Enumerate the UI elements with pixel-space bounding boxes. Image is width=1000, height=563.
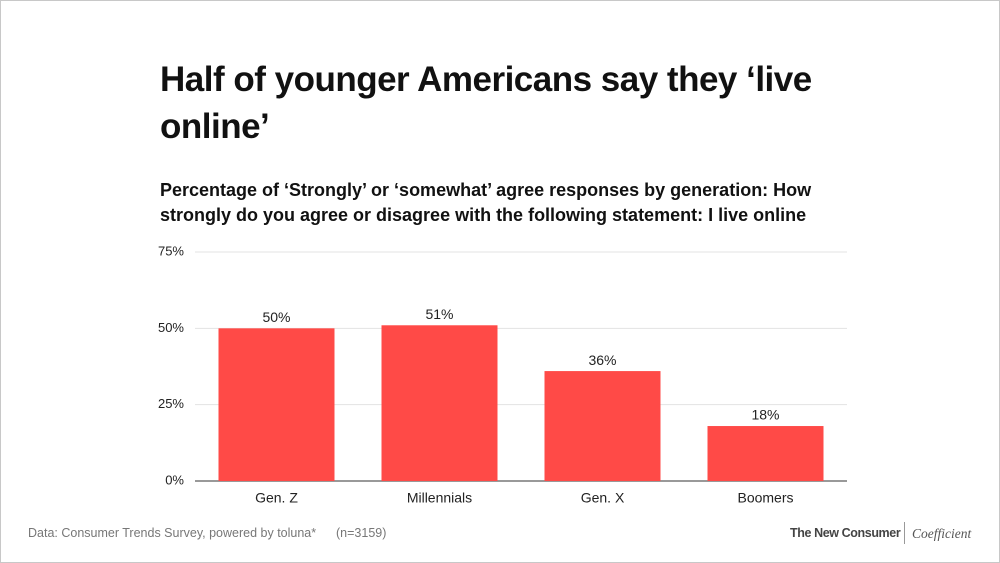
y-tick-label: 0% xyxy=(165,472,184,487)
data-label: 18% xyxy=(751,407,779,423)
data-label: 51% xyxy=(425,306,453,322)
sample-size: (n=3159) xyxy=(336,526,387,540)
partner: Coefficient xyxy=(912,526,972,541)
chart-subtitle: Percentage of ‘Strongly’ or ‘somewhat’ a… xyxy=(160,180,812,225)
brand: The New Consumer xyxy=(790,526,901,540)
chart-title: Half of younger Americans say they ‘live… xyxy=(160,60,812,146)
source: Data: Consumer Trends Survey, powered by… xyxy=(28,526,317,540)
x-tick-label: Boomers xyxy=(737,490,793,506)
bar xyxy=(381,325,498,481)
data-label: 50% xyxy=(262,309,290,325)
y-tick-label: 25% xyxy=(158,396,184,411)
data-label: 36% xyxy=(588,352,616,368)
divider xyxy=(904,522,905,544)
x-tick-label: Gen. X xyxy=(581,490,625,506)
bar xyxy=(544,371,661,481)
bar xyxy=(218,328,335,481)
y-tick-label: 75% xyxy=(158,243,184,258)
x-tick-label: Millennials xyxy=(407,490,472,506)
x-tick-label: Gen. Z xyxy=(255,490,298,506)
bar xyxy=(707,426,824,481)
y-tick-label: 50% xyxy=(158,320,184,335)
